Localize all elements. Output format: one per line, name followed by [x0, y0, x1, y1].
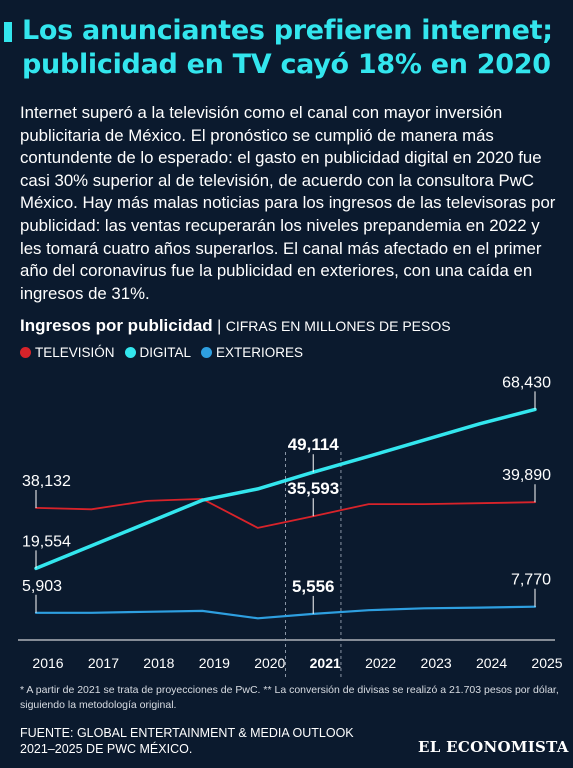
chart-legend: TELEVISIÓN DIGITAL EXTERIORES	[20, 345, 303, 360]
x-tick-label-2019: 2019	[199, 655, 230, 671]
data-label-exteriores-2016: 5,903	[22, 578, 62, 595]
series-line-exteriores	[34, 605, 537, 620]
legend-dot	[201, 347, 213, 358]
x-tick-label-2018: 2018	[143, 655, 174, 671]
el-economista-logo: EL ECONOMISTA	[418, 738, 569, 756]
chart-subtitle: CIFRAS EN MILLONES DE PESOS	[225, 318, 451, 334]
x-tick-label-2025: 2025	[531, 655, 562, 671]
data-label-exteriores-2025: 7,770	[511, 572, 551, 589]
series-line-televisión	[35, 497, 536, 529]
source-note: FUENTE: GLOBAL ENTERTAINMENT & MEDIA OUT…	[20, 726, 354, 756]
legend-item-exteriores: EXTERIORES	[201, 345, 303, 360]
legend-dot	[20, 347, 31, 358]
legend-label: TELEVISIÓN	[35, 345, 115, 360]
x-tick-label-2024: 2024	[476, 655, 507, 671]
series-line-digital	[34, 407, 537, 571]
legend-item-televisión: TELEVISIÓN	[20, 345, 115, 360]
legend-item-digital: DIGITAL	[124, 345, 192, 360]
x-tick-label-2016: 2016	[32, 655, 63, 671]
chart-heading-separator: |	[212, 318, 226, 335]
chart-title: Ingresos por publicidad	[20, 316, 213, 335]
data-label-televisión-2021: 35,593	[287, 479, 339, 498]
footnote: * A partir de 2021 se trata de proyeccio…	[20, 684, 559, 711]
x-tick-label-2022: 2022	[365, 655, 396, 671]
data-label-televisión-2016: 38,132	[22, 473, 71, 490]
legend-label: EXTERIORES	[216, 345, 304, 360]
x-tick-label-2020: 2020	[254, 655, 285, 671]
line-chart: 38,132 35,593 39,890 19,554 49,114 68,430 5,90…	[18, 374, 563, 678]
data-label-digital-2025: 68,430	[502, 374, 551, 391]
legend-dot	[124, 347, 136, 358]
data-label-televisión-2025: 39,890	[502, 467, 551, 484]
x-tick-label-2021: 2021	[310, 655, 341, 671]
x-tick-label-2023: 2023	[421, 655, 452, 671]
chart-heading: Ingresos por publicidad | CIFRAS EN MILL…	[20, 316, 565, 336]
data-label-exteriores-2021: 5,556	[292, 577, 335, 596]
page-title: Los anunciantes prefieren internet; publ…	[22, 15, 553, 80]
title-accent-bar	[4, 22, 12, 42]
legend-label: DIGITAL	[139, 345, 192, 360]
x-tick-label-2017: 2017	[88, 655, 119, 671]
data-label-digital-2016: 19,554	[22, 533, 71, 550]
intro-paragraph: Internet superó a la televisión como el …	[20, 103, 556, 303]
data-label-digital-2021: 49,114	[288, 435, 340, 454]
